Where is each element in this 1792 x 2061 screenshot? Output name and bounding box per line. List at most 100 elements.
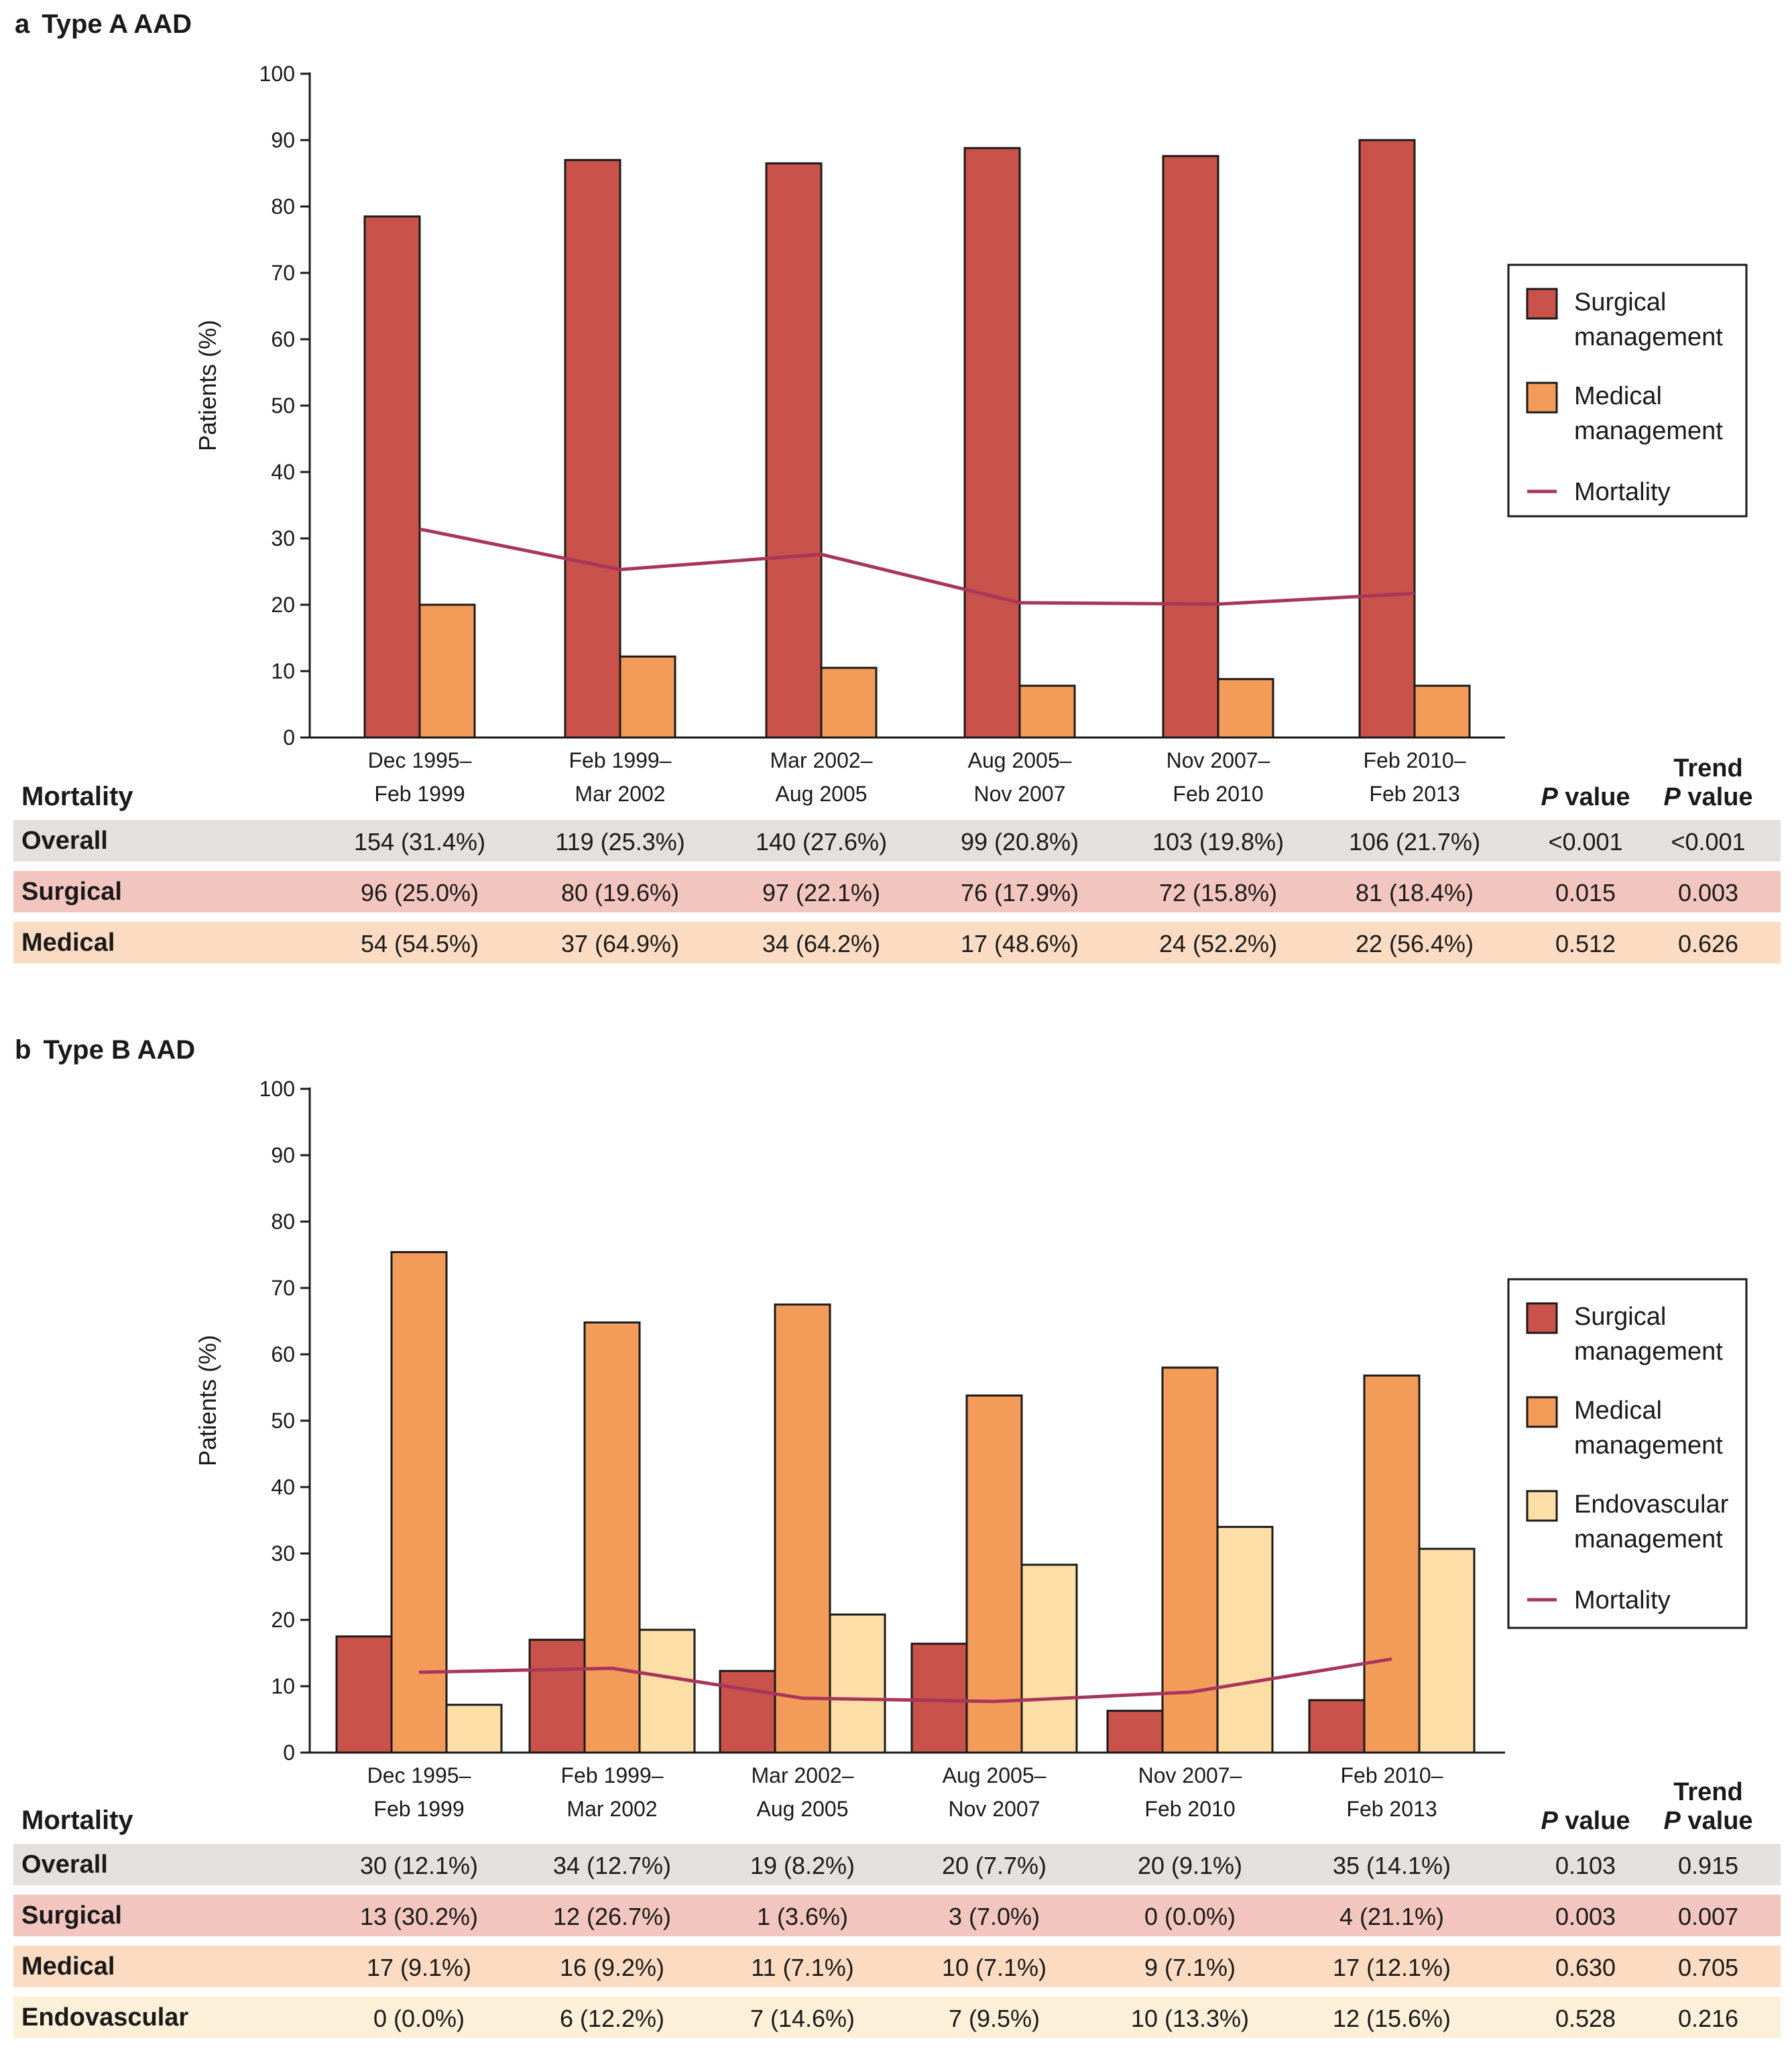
- legend-surgical-management-label: Surgical: [1574, 1303, 1666, 1331]
- bar-surgical-management: [1162, 155, 1219, 739]
- y-tick-label: 20: [271, 593, 295, 617]
- bar-surgical-management: [335, 1635, 393, 1754]
- bar-surgical-management: [910, 1643, 968, 1754]
- table-row-medical: Medical 17 (9.1%) 16 (9.2%) 11 (7.1%) 10 (7.…: [13, 1946, 1781, 1987]
- bar-surgical-management: [719, 1669, 776, 1754]
- trend-p-value-cell: 0.003: [1677, 879, 1739, 906]
- mortality-cell: 35 (14.1%): [1332, 1852, 1451, 1879]
- y-tick-label: 10: [271, 1674, 295, 1698]
- x-tick-label: Aug 2005: [775, 782, 867, 806]
- mortality-cell: 17 (12.1%): [1332, 1954, 1451, 1981]
- x-tick-label: Nov 2007: [949, 1797, 1040, 1821]
- mortality-cell: 4 (21.1%): [1339, 1903, 1445, 1930]
- mortality-cell: 96 (25.0%): [360, 879, 479, 906]
- legend-endovascular-management-label: management: [1574, 1525, 1723, 1553]
- x-tick-label: Mar 2002–: [770, 748, 873, 772]
- mortality-cell: 24 (52.2%): [1158, 930, 1278, 957]
- mortality-cell: 22 (56.4%): [1355, 930, 1474, 957]
- y-tick-label: 10: [271, 659, 295, 683]
- mortality-cell: 7 (14.6%): [750, 2005, 855, 2032]
- legend-surgical-management-label: management: [1574, 323, 1723, 351]
- bar-surgical-management: [765, 162, 823, 739]
- trend-p-value-header: Trend P value: [1663, 1778, 1753, 1835]
- bar-medical-management: [774, 1303, 831, 1754]
- y-tick-label: 40: [271, 1475, 295, 1499]
- row-label: Surgical: [21, 878, 122, 906]
- bar-surgical-management: [1308, 1699, 1366, 1754]
- y-tick-label: 80: [271, 194, 295, 219]
- mortality-cell: 154 (31.4%): [353, 828, 486, 856]
- mortality-cell: 37 (64.9%): [560, 930, 680, 957]
- mortality-cell: 30 (12.1%): [359, 1852, 479, 1879]
- x-tick-label: Feb 2010–: [1340, 1763, 1443, 1787]
- bar-endovascular-management: [445, 1704, 503, 1754]
- x-tick-label: Feb 1999–: [569, 748, 671, 772]
- chart-a-plot: 0 10 20 30 40 50 60 70 80 90 100 Patients (%) Dec 19…: [194, 62, 1748, 806]
- mortality-cell: 6 (12.2%): [559, 2005, 665, 2032]
- mortality-cell: 0 (0.0%): [1144, 1903, 1236, 1930]
- x-tick-label: Nov 2007–: [1167, 748, 1270, 772]
- legend-endovascular-management-label: Endovascular: [1574, 1490, 1729, 1519]
- mortality-cell: 20 (7.7%): [941, 1852, 1047, 1879]
- panel-letter: b: [15, 1035, 32, 1065]
- mortality-cell: 103 (19.8%): [1152, 828, 1285, 856]
- mortality-cell: 97 (22.1%): [762, 879, 881, 906]
- panel-b: b Type B AAD 0 10 20 30 40 50 60 70 80 90 100 Patien…: [0, 1026, 1792, 2061]
- y-tick-label: 80: [271, 1210, 295, 1234]
- x-tick-label: Feb 2010: [1173, 782, 1263, 806]
- table-row-surgical: Surgical 13 (30.2%) 12 (26.7%) 1 (3.6%) 3 (7…: [13, 1895, 1781, 1936]
- mortality-cell: 17 (9.1%): [366, 1954, 472, 1981]
- legend-surgical-management-label: Surgical: [1574, 288, 1666, 316]
- mortality-line: [419, 527, 1415, 606]
- trend-p-value-cell: 0.007: [1677, 1903, 1739, 1930]
- bar-endovascular-management: [1216, 1525, 1274, 1754]
- trend-p-value-cell: 0.705: [1677, 1954, 1739, 1981]
- bar-medical-management: [1018, 685, 1076, 739]
- panel-letter: a: [15, 9, 30, 39]
- y-tick-label: 40: [271, 460, 295, 484]
- legend-surgical-management-swatch: [1526, 288, 1558, 320]
- y-tick-label: 60: [271, 327, 295, 351]
- legend-medical-management-swatch: [1526, 381, 1558, 414]
- mortality-cell: 81 (18.4%): [1355, 879, 1474, 906]
- trend-p-value-cell: 0.216: [1677, 2005, 1739, 2032]
- mortality-cell: 11 (7.1%): [751, 1954, 854, 1981]
- bar-endovascular-management: [1418, 1547, 1476, 1754]
- bar-endovascular-management: [829, 1613, 886, 1754]
- y-tick-label: 90: [271, 1143, 295, 1167]
- legend-mortality-label: Mortality: [1574, 1586, 1671, 1614]
- bar-surgical-management: [1358, 139, 1416, 739]
- mortality-table-b: Mortality P value Trend P value Overall 30 (…: [13, 1771, 1781, 2060]
- y-tick-label: 30: [271, 526, 295, 550]
- mortality-cell: 3 (7.0%): [948, 1903, 1040, 1930]
- x-tick-label: Mar 2002–: [752, 1763, 854, 1787]
- mortality-cell: 10 (7.1%): [941, 1954, 1047, 1981]
- bar-medical-management: [1161, 1366, 1219, 1754]
- mortality-cell: 17 (48.6%): [960, 930, 1079, 957]
- bar-medical-management: [390, 1251, 448, 1754]
- mortality-cell: 34 (12.7%): [552, 1852, 672, 1879]
- mortality-cell: 10 (13.3%): [1130, 2005, 1250, 2032]
- y-tick-label: 0: [283, 1741, 295, 1765]
- x-tick-label: Aug 2005: [756, 1797, 848, 1821]
- x-tick-label: Feb 1999: [374, 782, 465, 806]
- x-tick-label: Feb 2010–: [1363, 748, 1466, 772]
- y-tick-label: 60: [271, 1342, 295, 1366]
- chart-b-plot: 0 10 20 30 40 50 60 70 80 90 100 Patients (%) Dec 19…: [194, 1077, 1748, 1821]
- table-row-overall: Overall 30 (12.1%) 34 (12.7%) 19 (8.2%) 20 (…: [13, 1844, 1781, 1885]
- panel-a: a Type A AAD 0 10 20 30 40 50 60 70 80 90 100 Patien…: [0, 0, 1792, 992]
- mortality-cell: 12 (26.7%): [552, 1903, 672, 1930]
- y-tick-label: 0: [283, 725, 295, 750]
- y-tick-label: 70: [271, 261, 295, 285]
- y-tick-label: 30: [271, 1541, 295, 1566]
- x-tick-label: Feb 2013: [1369, 782, 1459, 806]
- bar-surgical-management: [528, 1639, 586, 1754]
- row-label: Endovascular: [21, 2003, 189, 2031]
- bar-medical-management: [619, 655, 676, 739]
- y-axis-label: Patients (%): [194, 320, 221, 451]
- y-tick-label: 100: [259, 1077, 295, 1101]
- p-value-cell: 0.103: [1555, 1852, 1616, 1879]
- x-tick-label: Feb 2010: [1144, 1797, 1235, 1821]
- bar-medical-management: [418, 603, 476, 739]
- mortality-cell: 1 (3.6%): [756, 1903, 849, 1930]
